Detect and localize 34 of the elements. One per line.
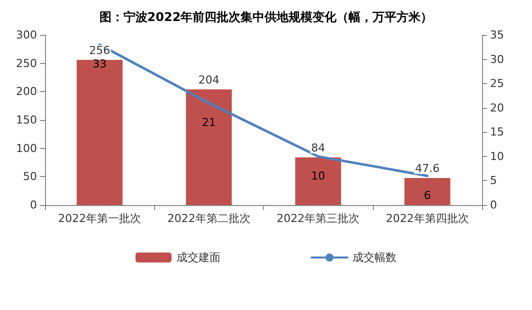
- x-tick-label: 2022年第一批次: [58, 212, 142, 225]
- y2-tick-label: 20: [490, 101, 504, 114]
- data-label: 47.6: [415, 162, 440, 176]
- legend-label: 成交幅数: [352, 251, 396, 264]
- y2-tick-label: 35: [490, 28, 504, 42]
- bar: [186, 89, 232, 205]
- y-tick-label: 250: [16, 56, 37, 70]
- bar: [76, 60, 123, 205]
- y-tick-label: 0: [30, 198, 37, 212]
- chart-title: 图：宁波2022年前四批次集中供地规模变化（幅，万平方米）: [99, 10, 433, 24]
- x-tick-label: 2022年第三批次: [276, 212, 360, 225]
- data-label: 21: [202, 116, 216, 129]
- data-label: 33: [92, 58, 107, 71]
- y2-tick-label: 25: [490, 77, 504, 90]
- y2-tick-label: 30: [490, 52, 504, 66]
- legend-label: 成交建面: [176, 251, 220, 264]
- bar: [404, 178, 450, 205]
- y2-tick-label: 10: [490, 150, 504, 163]
- x-tick-label: 2022年第二批次: [167, 212, 250, 225]
- y-tick-label: 300: [16, 28, 37, 42]
- y-tick-label: 150: [16, 114, 37, 126]
- data-label: 84: [311, 141, 326, 154]
- y-tick-label: 200: [16, 85, 37, 98]
- data-label: 256: [89, 44, 110, 57]
- data-label: 10: [311, 169, 326, 182]
- y-tick-label: 100: [16, 142, 37, 155]
- data-label: 6: [424, 188, 431, 202]
- bar: [295, 157, 342, 205]
- y2-tick-label: 15: [490, 126, 504, 139]
- y-tick-label: 50: [23, 170, 37, 184]
- y2-tick-label: 0: [490, 198, 497, 212]
- y2-tick-label: 5: [490, 174, 497, 188]
- x-tick-label: 2022年第四批次: [386, 212, 469, 225]
- data-label: 204: [198, 73, 220, 86]
